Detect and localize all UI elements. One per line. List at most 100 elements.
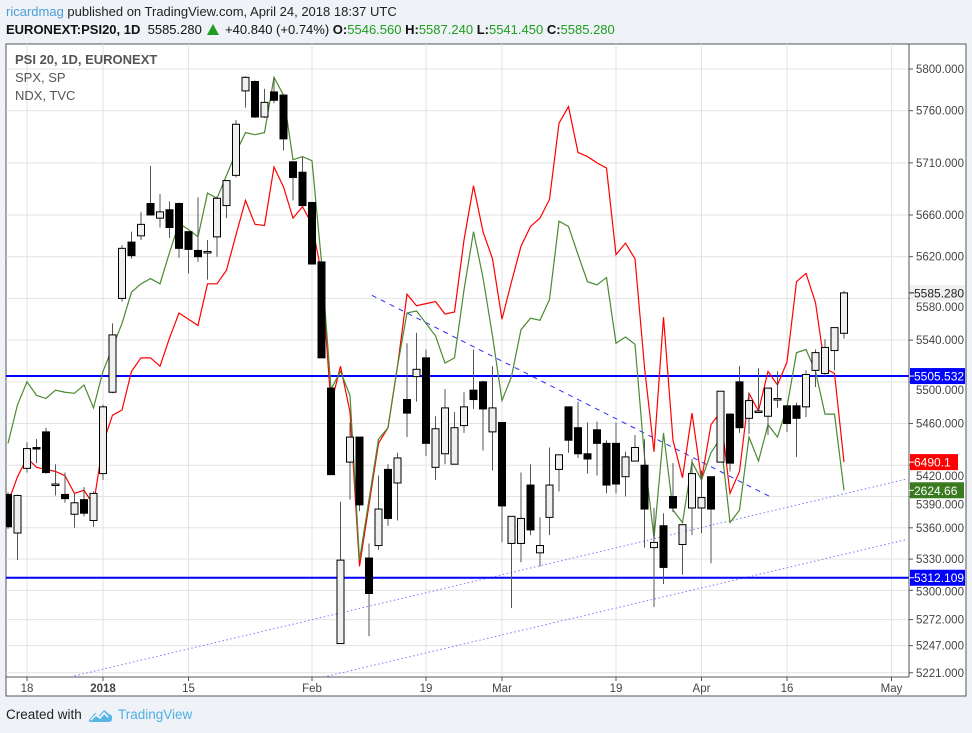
candle-down (612, 442, 620, 485)
price-tick-label: 5420.000 (916, 471, 964, 483)
high-value: 5587.240 (418, 22, 474, 37)
symbol-summary: EURONEXT:PSI20, 1D 5585.280 +40.840 (+0.… (6, 22, 615, 37)
high-label: H: (405, 22, 419, 37)
price-tick-label: 5360.000 (916, 523, 964, 535)
candle-up (621, 456, 630, 478)
chart-frame (5, 43, 967, 697)
candle-down (602, 442, 611, 486)
candle-up (678, 524, 687, 545)
candle-up (336, 559, 345, 645)
candle-down (194, 249, 202, 258)
overlay-line-spx (7, 75, 845, 561)
candle-down (251, 81, 259, 118)
candle-up (830, 327, 839, 352)
candle-down (469, 389, 478, 401)
candle-up (412, 368, 421, 378)
legend-spx: SPX, SP (15, 70, 66, 85)
candle-down (80, 499, 88, 514)
candle-down (327, 387, 335, 476)
price-tick-label: 5300.000 (916, 587, 964, 599)
candle-down (526, 484, 535, 531)
candle-up (213, 197, 221, 238)
tradingview-logo-icon (88, 710, 113, 722)
candle-up (460, 406, 468, 427)
overlay-last-label: 6490.1 (914, 456, 951, 470)
footer: Created with TradingView (6, 707, 192, 722)
candle-up (488, 407, 497, 433)
candle-up (688, 473, 696, 509)
symbol-name: EURONEXT:PSI20, 1D (6, 22, 141, 37)
candle-up (650, 541, 658, 549)
candle-down (175, 203, 183, 249)
candle-down (659, 525, 668, 568)
candle-down (422, 357, 430, 444)
candle-up (754, 410, 763, 414)
candle-up (70, 502, 79, 515)
dashed-trendline (371, 294, 771, 497)
up-arrow-icon (207, 24, 220, 35)
overlay-last-label-bg (910, 482, 964, 499)
candle-up (232, 123, 240, 176)
candle-down (317, 261, 326, 359)
candle-up (374, 508, 383, 547)
close-value: 5585.280 (560, 22, 615, 37)
publish-text: published on TradingView.com, April 24, … (67, 4, 397, 19)
candle-down (735, 381, 744, 429)
candle-up (536, 545, 544, 554)
candle-down (669, 496, 677, 509)
candle-up (555, 454, 563, 470)
tradingview-link[interactable]: TradingView (118, 707, 193, 722)
candle-up (773, 398, 782, 401)
dotted-trendline (321, 538, 908, 677)
candle-up (697, 497, 706, 509)
candle-down (792, 405, 801, 419)
candle-down (498, 421, 506, 507)
candle-down (707, 476, 715, 510)
open-value: 5546.560 (347, 22, 402, 37)
author-link[interactable]: ricardmag (6, 4, 64, 19)
time-tick-label: 19 (420, 683, 433, 695)
candle-down (593, 429, 601, 444)
candle-up (108, 334, 117, 393)
candle-down (574, 427, 582, 455)
candle-up (222, 180, 231, 207)
price-tick-label: 5800.000 (916, 64, 964, 76)
level-price-label: 5505.532 (914, 370, 964, 384)
candle-down (127, 241, 136, 257)
candle-down (165, 209, 174, 228)
candle-up (840, 292, 848, 334)
candle-up (545, 484, 554, 518)
candle-up (203, 250, 212, 254)
time-tick-label: 19 (610, 683, 623, 695)
candle-down (583, 453, 592, 460)
time-tick-label: 2018 (90, 683, 116, 695)
time-tick-label: May (881, 683, 903, 695)
candle-down (146, 203, 155, 216)
low-label: L: (476, 22, 489, 37)
price-tick-label: 5620.000 (916, 252, 964, 264)
candle-down (184, 231, 193, 250)
price-tick-label: 5390.000 (916, 499, 964, 511)
time-tick-label: Feb (302, 683, 322, 695)
candle-down (279, 94, 288, 140)
created-with-text: Created with (6, 707, 82, 722)
price-tick-label: 5272.000 (916, 615, 964, 627)
time-tick-label: 15 (182, 683, 195, 695)
level-price-label: 5312.109 (914, 571, 964, 585)
price-tick-label: 5330.000 (916, 554, 964, 566)
candle-up (346, 436, 354, 463)
candle-up (631, 447, 639, 462)
candle-down (298, 171, 307, 207)
price-tick-label: 5460.000 (916, 419, 964, 431)
price-tick-label: 5760.000 (916, 106, 964, 118)
time-tick-label: Apr (693, 683, 711, 695)
candle-down (6, 493, 12, 528)
low-value: 5541.450 (488, 22, 544, 37)
candle-down (61, 493, 69, 500)
candle-down (384, 468, 392, 519)
candle-down (479, 381, 487, 410)
candle-up (745, 400, 753, 419)
legend-ndx: NDX, TVC (15, 88, 76, 103)
candle-up (450, 427, 459, 465)
